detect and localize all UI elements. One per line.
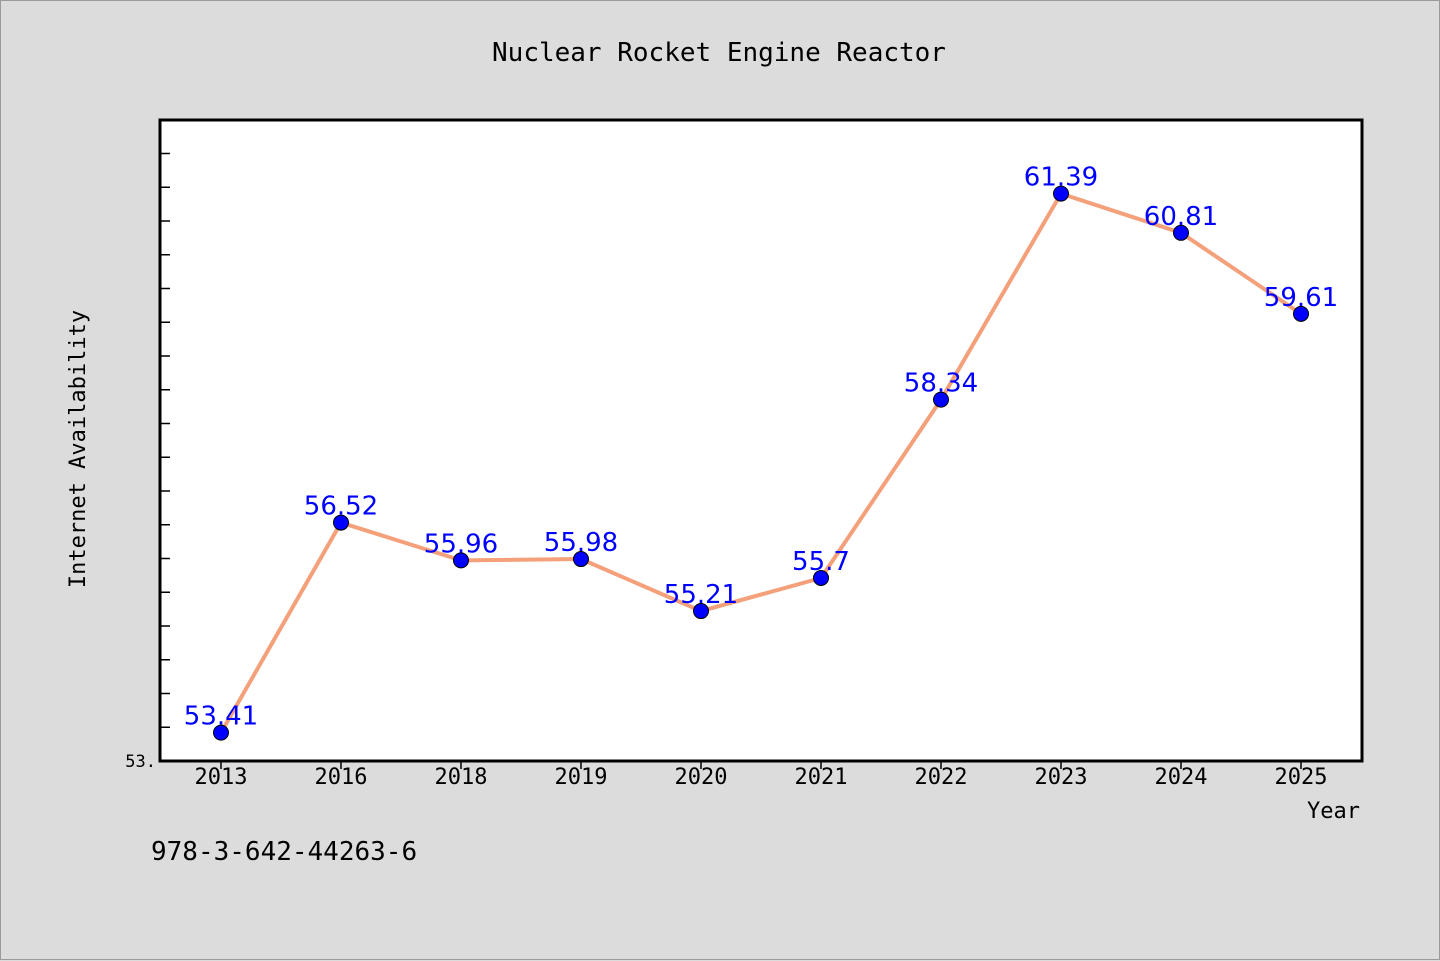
data-point <box>333 514 349 531</box>
data-label: 55.21 <box>664 580 738 610</box>
data-point <box>573 551 589 568</box>
data-label: 59.61 <box>1264 283 1338 313</box>
data-label: 56.52 <box>304 492 378 522</box>
data-label: 60.81 <box>1144 202 1218 232</box>
chart-title: Nuclear Rocket Engine Reactor <box>492 38 946 68</box>
x-tick-label: 2022 <box>915 765 968 790</box>
data-label: 61.39 <box>1024 163 1098 193</box>
y-tick-label: 53. <box>125 752 156 772</box>
x-tick-label: 2016 <box>315 765 368 790</box>
data-labels: 53.41 56.52 55.96 55.98 55.21 55.7 58.34 61.39 6… <box>184 163 1338 732</box>
x-tick-label: 2025 <box>1275 765 1328 790</box>
y-axis-label: Internet Availability <box>66 310 91 588</box>
x-tick-label: 2021 <box>795 765 848 790</box>
series-line <box>219 191 1303 735</box>
x-tick-label: 2024 <box>1155 765 1208 790</box>
data-point <box>693 603 709 620</box>
data-label: 55.98 <box>544 528 618 558</box>
x-axis-label: Year <box>1307 799 1360 824</box>
y-axis-ticks <box>160 152 170 728</box>
x-tick-label: 2023 <box>1035 765 1088 790</box>
data-label: 53.41 <box>184 702 258 732</box>
data-point <box>213 724 229 741</box>
x-tick-labels: 2013 2016 2018 2019 2020 2021 2022 2023 2024 2025 <box>195 765 1328 790</box>
data-point <box>1293 305 1309 322</box>
data-label: 55.96 <box>424 529 498 559</box>
data-point <box>1053 185 1069 202</box>
x-axis-ticks <box>220 761 1302 769</box>
data-point <box>933 391 949 408</box>
data-point <box>813 569 829 586</box>
footer-code: 978-3-642-44263-6 <box>151 837 418 867</box>
x-tick-label: 2020 <box>675 765 728 790</box>
data-point <box>453 552 469 569</box>
data-markers <box>213 185 1309 741</box>
data-label: 58.34 <box>904 369 978 399</box>
x-tick-label: 2018 <box>435 765 488 790</box>
x-tick-label: 2013 <box>195 765 248 790</box>
x-tick-label: 2019 <box>555 765 608 790</box>
data-label: 55.7 <box>792 547 850 577</box>
data-point <box>1173 224 1189 241</box>
